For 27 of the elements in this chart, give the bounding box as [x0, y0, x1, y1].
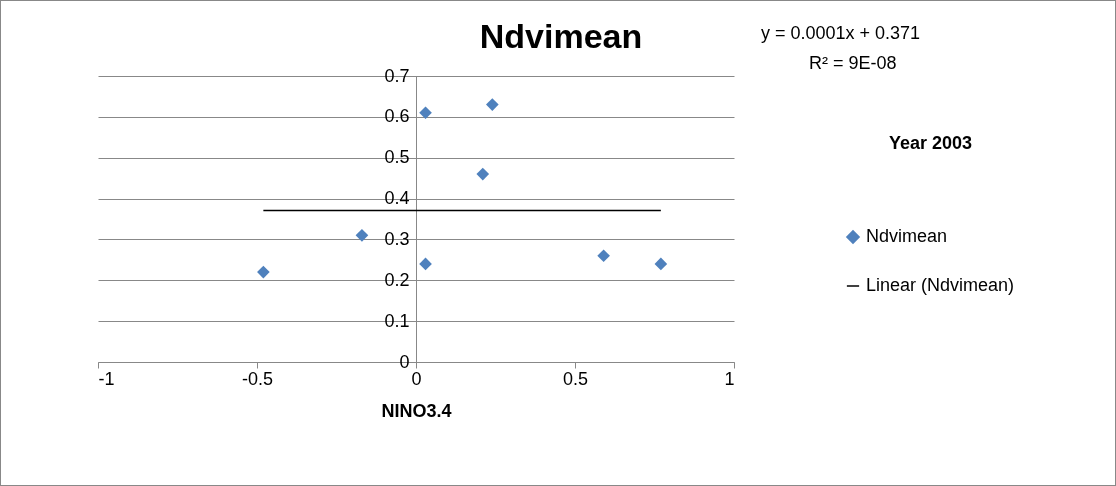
y-tick-label: 0.4: [384, 188, 410, 209]
y-tick-label: 0.3: [384, 228, 410, 249]
point: [597, 249, 610, 263]
x-tick-label: -0.5: [241, 368, 274, 389]
y-tick-label: 0.5: [384, 147, 410, 168]
y-tick-label: 0.6: [384, 106, 410, 127]
point: [654, 257, 668, 271]
x-axis-title: NINO3.4: [381, 400, 452, 421]
x-tick-label: 1: [724, 368, 735, 389]
point: [419, 257, 432, 271]
point: [419, 106, 432, 120]
point: [476, 167, 490, 181]
point: [257, 265, 270, 279]
point: [486, 98, 499, 111]
y-tick-label: 0.1: [384, 310, 410, 331]
chart-title: Ndvimean: [479, 17, 643, 55]
point: [355, 229, 369, 242]
y-tick-label: 0.2: [384, 269, 410, 290]
text: R² = 9E-08: [809, 53, 897, 74]
text: Year 2003: [889, 133, 973, 154]
x-tick-label: 0.5: [562, 368, 589, 389]
y-tick-label: 0.7: [384, 65, 410, 86]
y-tick-label: 0: [399, 351, 410, 372]
x-tick-label: -1: [98, 368, 115, 389]
text: y = 0.0001x + 0.371: [761, 23, 921, 44]
legend-label: Linear (Ndvimean): [866, 275, 1015, 295]
legend-label: Ndvimean: [866, 226, 948, 246]
